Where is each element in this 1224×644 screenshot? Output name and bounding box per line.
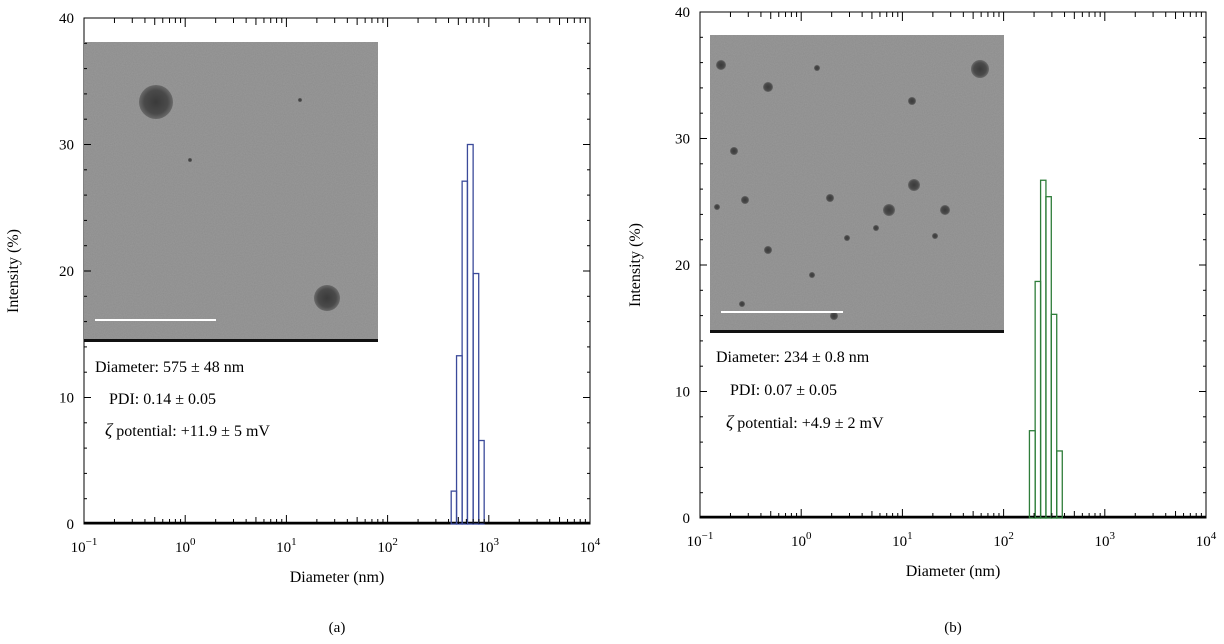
tem-grain: [710, 35, 1004, 333]
tem-inset-image: [710, 35, 1004, 333]
pdi-annotation: PDI: 0.07 ± 0.05: [730, 382, 837, 399]
x-tick-label: 102: [377, 536, 398, 556]
y-axis-label: Intensity (%): [627, 223, 644, 307]
tem-particle: [908, 179, 920, 191]
tem-particle: [932, 233, 938, 239]
tem-particle: [908, 97, 916, 105]
x-tick-label: 102: [993, 530, 1014, 550]
y-tick-label: 20: [675, 258, 690, 274]
histogram-bar: [472, 272, 480, 525]
tem-particle: [940, 205, 950, 215]
histogram-bar: [1056, 450, 1063, 519]
y-tick-label: 10: [675, 385, 690, 401]
zeta-potential-annotation: ζ potential: +4.9 ± 2 mV: [726, 412, 884, 432]
x-axis-label: Diameter (nm): [290, 569, 385, 586]
tem-particle: [714, 204, 720, 210]
tem-particle: [844, 235, 850, 241]
x-axis-label: Diameter (nm): [906, 563, 1001, 580]
y-tick-label: 0: [683, 511, 691, 527]
y-tick-label: 30: [675, 132, 690, 148]
tem-particle: [298, 98, 302, 102]
x-tick-label: 10−1: [71, 536, 98, 556]
tem-particle: [883, 204, 895, 216]
x-tick-label: 101: [892, 530, 913, 550]
panel-label: (a): [329, 620, 346, 636]
histogram-bar: [455, 355, 463, 525]
x-tick-label: 104: [580, 536, 601, 556]
tem-particle: [741, 196, 749, 204]
y-tick-label: 20: [59, 264, 74, 280]
diameter-annotation: Diameter: 234 ± 0.8 nm: [716, 349, 870, 366]
tem-bottom-bar: [84, 339, 378, 342]
tem-particle: [730, 147, 738, 155]
tem-particle: [763, 82, 773, 92]
tem-particle: [971, 60, 989, 78]
x-tick-label: 100: [175, 536, 196, 556]
chart-panel-b: 0 10 20 30 40 10−1 100 101 102 103 104 Diameter (nm…: [627, 5, 1217, 636]
y-tick-label: 40: [675, 5, 690, 21]
histogram-bar: [1045, 196, 1052, 519]
x-tick-label: 10−1: [687, 530, 714, 550]
x-tick-label: 103: [479, 536, 500, 556]
tem-particle: [716, 60, 726, 70]
histogram-bar: [450, 490, 458, 525]
histogram-bar: [1034, 280, 1042, 519]
pdi-annotation: PDI: 0.14 ± 0.05: [109, 391, 216, 408]
tem-particle: [830, 312, 838, 320]
y-tick-label: 40: [59, 11, 74, 27]
histogram-bar: [1028, 430, 1036, 519]
tem-particle: [188, 158, 192, 162]
tem-particle: [873, 225, 879, 231]
tem-particle: [739, 301, 745, 307]
x-tick-label: 103: [1095, 530, 1116, 550]
tem-particle: [809, 272, 815, 278]
tem-particle: [314, 285, 340, 311]
histogram-bar: [1039, 179, 1047, 519]
tem-bottom-bar: [710, 330, 1004, 333]
y-tick-label: 30: [59, 138, 74, 154]
panel-label: (b): [944, 620, 962, 636]
tem-particle: [139, 85, 173, 119]
y-tick-label: 10: [59, 391, 74, 407]
histogram-bar: [1050, 313, 1058, 519]
x-tick-label: 104: [1196, 530, 1217, 550]
histogram-bar: [478, 439, 485, 525]
x-tick-label: 101: [276, 536, 297, 556]
chart-panel-a: 0 10 20 30 40 10−1 100 101 102 103 104 Diameter (nm…: [5, 11, 601, 636]
zeta-potential-annotation: ζ potential: +11.9 ± 5 mV: [105, 420, 270, 440]
y-axis-label: Intensity (%): [5, 229, 22, 313]
y-tick-label: 0: [67, 517, 75, 533]
histogram-bar: [461, 180, 469, 525]
tem-particle: [764, 246, 772, 254]
tem-inset-image: [84, 42, 378, 342]
tem-particle: [814, 65, 820, 71]
diameter-annotation: Diameter: 575 ± 48 nm: [95, 359, 245, 376]
histogram-bar: [466, 143, 474, 525]
tem-particle: [826, 194, 834, 202]
x-tick-label: 100: [791, 530, 812, 550]
